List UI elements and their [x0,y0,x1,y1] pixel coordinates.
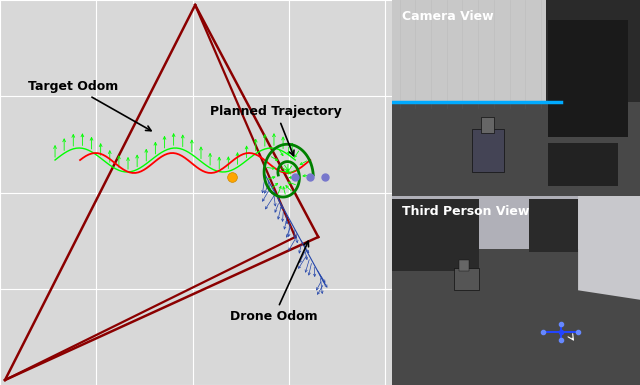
Text: Target Odom: Target Odom [28,80,151,131]
Bar [481,117,494,133]
Bar [529,199,578,253]
Bar [392,199,479,271]
Text: Drone Odom: Drone Odom [230,241,318,323]
Bar [546,0,640,196]
Polygon shape [392,243,640,385]
Bar [548,20,628,137]
Polygon shape [578,196,640,300]
Polygon shape [392,196,640,249]
Text: Camera View: Camera View [402,10,494,23]
Text: Third Person View: Third Person View [402,204,530,218]
Bar [548,143,618,186]
Text: Planned Trajectory: Planned Trajectory [210,105,342,156]
Polygon shape [392,102,640,196]
Bar [454,268,479,290]
Bar [459,260,469,271]
Polygon shape [392,0,546,107]
Bar [472,129,504,172]
